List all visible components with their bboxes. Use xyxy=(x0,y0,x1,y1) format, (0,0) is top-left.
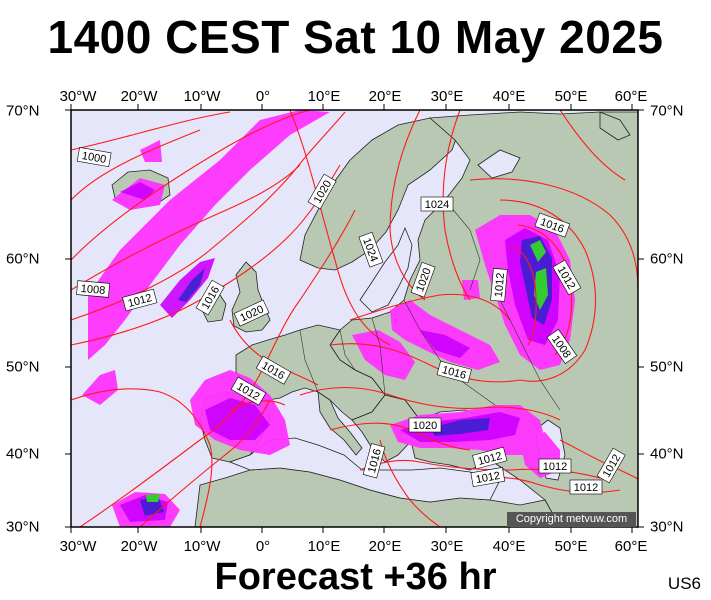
isobar-label: 1000 xyxy=(76,146,112,168)
lon-tick-top: 0° xyxy=(255,88,271,105)
precip-extreme xyxy=(146,240,548,502)
lat-tick-left: 30°N xyxy=(6,518,40,536)
lon-tick-top: 60°E xyxy=(614,88,648,105)
lat-tick-left: 70°N xyxy=(6,102,40,120)
svg-text:1012: 1012 xyxy=(493,272,507,297)
forecast-label: Forecast +36 hr xyxy=(214,556,497,598)
land-layer xyxy=(111,111,638,527)
lon-tick-bottom: 50°E xyxy=(554,538,588,555)
isobar-label: 1016 xyxy=(362,443,386,479)
lat-tick-right: 50°N xyxy=(650,358,684,376)
lon-tick-bottom: 30°E xyxy=(430,538,464,555)
land-novaya-zemlya xyxy=(599,111,631,141)
lat-tick-left: 50°N xyxy=(6,358,40,376)
copyright-notice: Copyright metvuw.com xyxy=(507,512,636,527)
map-title: 1400 CEST Sat 10 May 2025 xyxy=(47,11,664,63)
lat-tick-left: 40°N xyxy=(6,445,40,463)
lon-tick-bottom: 10°E xyxy=(307,538,341,555)
sea-white xyxy=(477,149,521,179)
svg-text:1020: 1020 xyxy=(413,420,437,432)
lat-tick-left: 60°N xyxy=(6,250,40,268)
lat-tick-right: 70°N xyxy=(650,102,684,120)
land-italy xyxy=(317,391,363,456)
isobar-label: 1012 xyxy=(569,479,603,495)
isobar-layer xyxy=(71,110,638,527)
isobar-label: 1012 xyxy=(490,268,508,302)
isobar-label: 1012 xyxy=(472,446,508,470)
lon-tick-bottom: 20°W xyxy=(120,538,158,555)
region-code: US6 xyxy=(667,574,701,593)
lat-tick-right: 30°N xyxy=(650,518,684,536)
lon-tick-top: 10°E xyxy=(307,88,341,105)
lon-tick-bottom: 60°E xyxy=(614,538,648,555)
lon-tick-bottom: 40°E xyxy=(492,538,526,555)
svg-text:1012: 1012 xyxy=(574,482,598,494)
isobar-label: 1016 xyxy=(436,360,472,384)
lat-tick-right: 60°N xyxy=(650,250,684,268)
lon-tick-bottom: 30°W xyxy=(59,538,97,555)
tick-marks xyxy=(65,104,644,533)
svg-text:1000: 1000 xyxy=(81,150,107,166)
isobar-label: 1024 xyxy=(420,196,454,212)
isobar-label: 1012 xyxy=(470,466,506,488)
isobar-label: 1020 xyxy=(408,417,442,433)
borders-layer xyxy=(299,199,561,411)
lon-tick-bottom: 20°E xyxy=(368,538,402,555)
lon-tick-top: 40°E xyxy=(492,88,526,105)
lon-tick-top: 20°W xyxy=(120,88,158,105)
lon-tick-top: 10°W xyxy=(183,88,221,105)
isobar-label: 1012 xyxy=(122,288,158,312)
svg-text:1012: 1012 xyxy=(543,461,567,473)
svg-text:1012: 1012 xyxy=(475,470,501,486)
lon-tick-top: 30°E xyxy=(430,88,464,105)
sea-baltic xyxy=(359,226,413,313)
lon-tick-top: 20°E xyxy=(368,88,402,105)
isobar-label: 1012 xyxy=(538,458,572,474)
map-frame xyxy=(70,109,639,528)
lon-tick-bottom: 0° xyxy=(255,538,271,555)
lon-tick-bottom: 10°W xyxy=(183,538,221,555)
lon-tick-top: 30°W xyxy=(59,88,97,105)
svg-text:1024: 1024 xyxy=(425,199,449,211)
lon-tick-top: 50°E xyxy=(554,88,588,105)
lat-tick-right: 40°N xyxy=(650,445,684,463)
isobar-label: 1008 xyxy=(76,280,110,298)
svg-text:1008: 1008 xyxy=(80,283,105,297)
